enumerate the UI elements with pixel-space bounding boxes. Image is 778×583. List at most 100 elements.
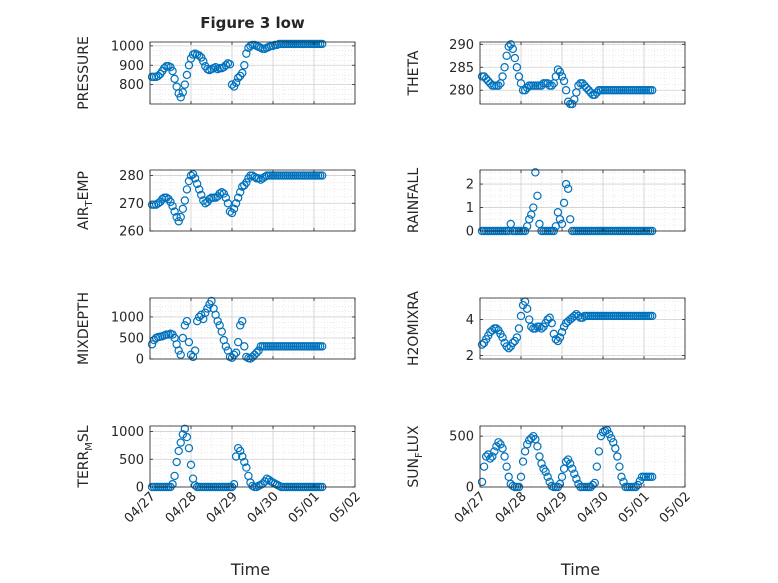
data-point <box>578 313 587 322</box>
data-point <box>490 447 499 456</box>
data-point <box>508 338 517 348</box>
panel-mixdepth: 0 500 1000 MIXDEPTH <box>76 292 356 368</box>
data-point <box>252 348 261 357</box>
data-point <box>168 480 177 489</box>
data-point <box>537 324 546 333</box>
data-point <box>613 452 622 461</box>
data-point <box>570 469 579 478</box>
grid <box>479 170 686 232</box>
data-point <box>166 197 175 207</box>
y-axis-label: PRESSURE <box>76 36 92 110</box>
data-point <box>543 472 552 482</box>
data-point <box>586 88 595 97</box>
data-point <box>203 304 212 313</box>
data-point <box>512 333 522 342</box>
data-point <box>182 185 192 194</box>
data-point <box>602 425 612 435</box>
data-point <box>559 198 569 208</box>
data-point <box>502 342 511 351</box>
data-point <box>496 440 505 449</box>
data-point <box>541 467 550 476</box>
data-point <box>194 51 204 60</box>
data-point <box>190 346 200 355</box>
data-point <box>242 178 251 187</box>
data-point <box>545 477 554 487</box>
data-point <box>518 457 528 466</box>
y-tick-label: 0 <box>136 481 144 496</box>
data-point <box>235 187 245 197</box>
data-point <box>205 194 214 204</box>
data-point <box>481 452 491 461</box>
data-point <box>197 310 206 320</box>
y-tick-label: 260 <box>119 225 144 240</box>
data-point <box>504 42 513 51</box>
data-point <box>498 333 507 342</box>
data-point <box>242 49 251 58</box>
data-point <box>176 212 185 222</box>
data-point <box>498 72 507 81</box>
data-point <box>178 204 187 214</box>
y-tick-label: 280 <box>119 169 144 184</box>
data-point <box>516 311 526 321</box>
data-point <box>588 480 597 490</box>
data-point <box>592 462 602 471</box>
data-point <box>617 472 626 482</box>
y-tick-label: 500 <box>449 430 474 445</box>
data-point <box>318 171 327 180</box>
data-point <box>479 72 489 81</box>
data-point <box>477 477 487 487</box>
data-point <box>574 311 583 321</box>
data-point <box>153 71 163 81</box>
data-point <box>522 304 532 313</box>
data-point <box>242 463 251 472</box>
data-point <box>184 443 194 453</box>
data-point <box>233 337 243 347</box>
data-point <box>178 88 187 97</box>
data-point <box>615 462 624 471</box>
series-markers <box>147 296 327 363</box>
data-point <box>533 191 542 201</box>
data-point <box>557 327 567 337</box>
y-tick-label: 0 <box>466 225 474 240</box>
axes-box <box>479 297 686 360</box>
data-point <box>508 44 517 54</box>
y-tick-label: 2 <box>466 178 474 193</box>
axes-box <box>479 169 686 232</box>
data-point <box>188 169 198 179</box>
data-point <box>488 452 497 461</box>
data-point <box>213 316 222 326</box>
data-point <box>611 444 620 453</box>
data-point <box>184 337 194 347</box>
data-point <box>238 316 247 326</box>
data-point <box>619 477 628 487</box>
data-point <box>561 86 571 95</box>
data-point <box>516 472 526 482</box>
series-markers <box>477 297 657 353</box>
data-point <box>514 324 524 333</box>
data-point <box>492 324 501 333</box>
y-tick-label: 290 <box>449 38 474 53</box>
data-point <box>170 74 179 84</box>
data-point <box>604 429 614 439</box>
data-point <box>178 333 187 343</box>
y-axis-label: RAINFALL <box>406 168 422 233</box>
y-tick-label: 1000 <box>111 310 144 325</box>
data-point <box>235 446 245 456</box>
y-tick-label: 2 <box>466 349 474 364</box>
data-point <box>176 93 185 102</box>
y-tick-label: 285 <box>449 61 474 76</box>
data-point <box>527 322 536 331</box>
data-point <box>194 185 204 194</box>
panel-pressure: 800 900 1000 PRESSURE <box>76 36 356 110</box>
data-point <box>240 342 249 351</box>
panel-h2omixra: 2 4 H2OMIXRA <box>406 291 686 366</box>
data-point <box>557 72 567 81</box>
data-point <box>572 474 581 484</box>
data-point <box>563 455 573 464</box>
x-axis-label: Time <box>560 560 600 579</box>
data-point <box>221 61 231 70</box>
data-point <box>160 63 169 73</box>
data-point <box>506 40 515 49</box>
data-point <box>527 434 536 443</box>
data-point <box>547 81 556 90</box>
